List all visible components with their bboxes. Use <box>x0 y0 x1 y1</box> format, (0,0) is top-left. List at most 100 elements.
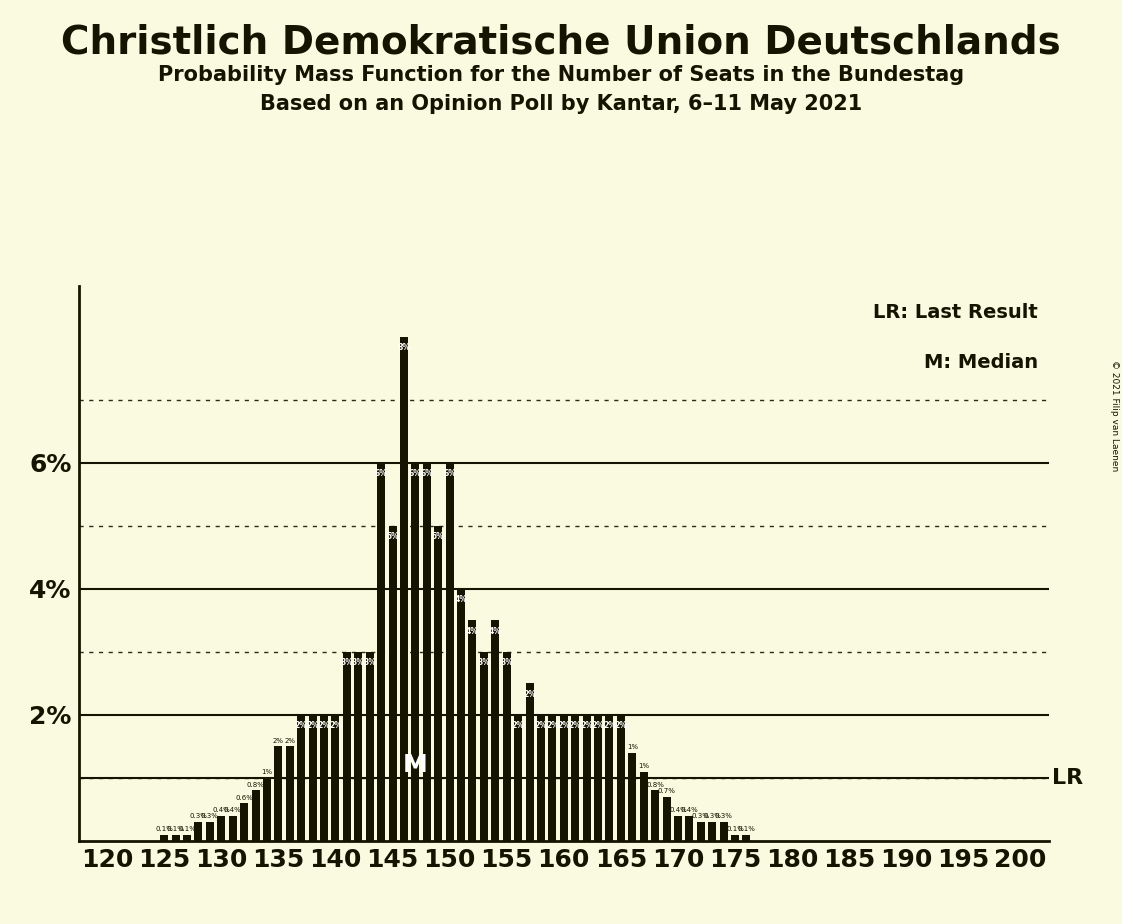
Text: 5%: 5% <box>386 532 399 541</box>
Bar <box>686 816 693 841</box>
Text: 2%: 2% <box>306 721 319 730</box>
Bar <box>229 816 237 841</box>
Text: 2%: 2% <box>591 721 605 730</box>
Bar <box>743 834 751 841</box>
Text: 0.4%: 0.4% <box>681 808 698 813</box>
Text: 3%: 3% <box>478 658 490 667</box>
Text: 3%: 3% <box>340 658 353 667</box>
Text: 0.6%: 0.6% <box>236 795 254 800</box>
Text: 6%: 6% <box>375 469 387 478</box>
Bar <box>732 834 739 841</box>
Text: M: M <box>403 753 427 777</box>
Bar <box>320 715 328 841</box>
Bar <box>525 684 534 841</box>
Text: 8%: 8% <box>397 343 411 352</box>
Bar <box>514 715 522 841</box>
Bar <box>172 834 180 841</box>
Text: LR: Last Result: LR: Last Result <box>873 303 1038 322</box>
Text: 0.4%: 0.4% <box>223 808 241 813</box>
Bar <box>343 651 351 841</box>
Bar <box>251 790 259 841</box>
Text: 0.8%: 0.8% <box>646 782 664 788</box>
Bar <box>309 715 316 841</box>
Text: 0.7%: 0.7% <box>657 788 675 795</box>
Text: 0.4%: 0.4% <box>669 808 687 813</box>
Bar <box>697 822 705 841</box>
Text: 0.3%: 0.3% <box>201 813 219 820</box>
Bar <box>355 651 362 841</box>
Bar <box>537 715 545 841</box>
Text: 2%: 2% <box>523 689 536 699</box>
Bar <box>674 816 682 841</box>
Bar <box>399 337 408 841</box>
Bar <box>719 822 728 841</box>
Bar <box>205 822 214 841</box>
Text: 6%: 6% <box>421 469 433 478</box>
Bar <box>617 715 625 841</box>
Bar <box>582 715 590 841</box>
Text: 2%: 2% <box>295 721 307 730</box>
Text: Probability Mass Function for the Number of Seats in the Bundestag: Probability Mass Function for the Number… <box>158 65 964 85</box>
Bar <box>240 803 248 841</box>
Text: 0.8%: 0.8% <box>247 782 265 788</box>
Text: 2%: 2% <box>284 738 295 744</box>
Bar <box>480 651 488 841</box>
Bar <box>445 463 453 841</box>
Bar <box>423 463 431 841</box>
Text: 2%: 2% <box>318 721 331 730</box>
Text: © 2021 Filip van Laenen: © 2021 Filip van Laenen <box>1110 360 1119 471</box>
Text: 6%: 6% <box>443 469 456 478</box>
Bar <box>366 651 374 841</box>
Text: 0.1%: 0.1% <box>167 826 184 832</box>
Text: 2%: 2% <box>546 721 559 730</box>
Bar <box>297 715 305 841</box>
Text: Christlich Demokratische Union Deutschlands: Christlich Demokratische Union Deutschla… <box>61 23 1061 61</box>
Text: 2%: 2% <box>273 738 284 744</box>
Bar <box>663 796 671 841</box>
Text: 0.1%: 0.1% <box>178 826 196 832</box>
Text: 2%: 2% <box>603 721 616 730</box>
Bar <box>275 747 283 841</box>
Text: 4%: 4% <box>454 595 468 604</box>
Text: 6%: 6% <box>408 469 422 478</box>
Bar <box>388 526 396 841</box>
Text: 1%: 1% <box>627 744 638 750</box>
Bar <box>469 620 477 841</box>
Text: 0.3%: 0.3% <box>703 813 721 820</box>
Bar <box>594 715 603 841</box>
Text: 0.1%: 0.1% <box>726 826 744 832</box>
Text: 1%: 1% <box>638 763 650 769</box>
Bar <box>457 589 465 841</box>
Text: 2%: 2% <box>534 721 548 730</box>
Text: 0.3%: 0.3% <box>715 813 733 820</box>
Bar <box>183 834 191 841</box>
Bar <box>708 822 716 841</box>
Bar <box>286 747 294 841</box>
Bar <box>194 822 202 841</box>
Bar <box>549 715 557 841</box>
Text: LR: LR <box>1052 768 1084 788</box>
Bar <box>628 753 636 841</box>
Text: 0.3%: 0.3% <box>692 813 710 820</box>
Bar <box>160 834 168 841</box>
Text: 2%: 2% <box>558 721 570 730</box>
Bar <box>640 772 647 841</box>
Bar <box>263 778 270 841</box>
Bar <box>560 715 568 841</box>
Text: 0.3%: 0.3% <box>190 813 208 820</box>
Text: 3%: 3% <box>364 658 376 667</box>
Bar <box>503 651 511 841</box>
Text: 2%: 2% <box>580 721 594 730</box>
Bar <box>651 790 659 841</box>
Text: M: Median: M: Median <box>923 353 1038 372</box>
Text: 2%: 2% <box>569 721 581 730</box>
Text: 0.1%: 0.1% <box>155 826 173 832</box>
Text: 4%: 4% <box>466 626 479 636</box>
Text: 3%: 3% <box>352 658 365 667</box>
Text: 2%: 2% <box>329 721 342 730</box>
Text: Based on an Opinion Poll by Kantar, 6–11 May 2021: Based on an Opinion Poll by Kantar, 6–11… <box>260 94 862 115</box>
Text: 0.4%: 0.4% <box>212 808 230 813</box>
Bar <box>412 463 420 841</box>
Text: 0.1%: 0.1% <box>737 826 755 832</box>
Text: 3%: 3% <box>500 658 513 667</box>
